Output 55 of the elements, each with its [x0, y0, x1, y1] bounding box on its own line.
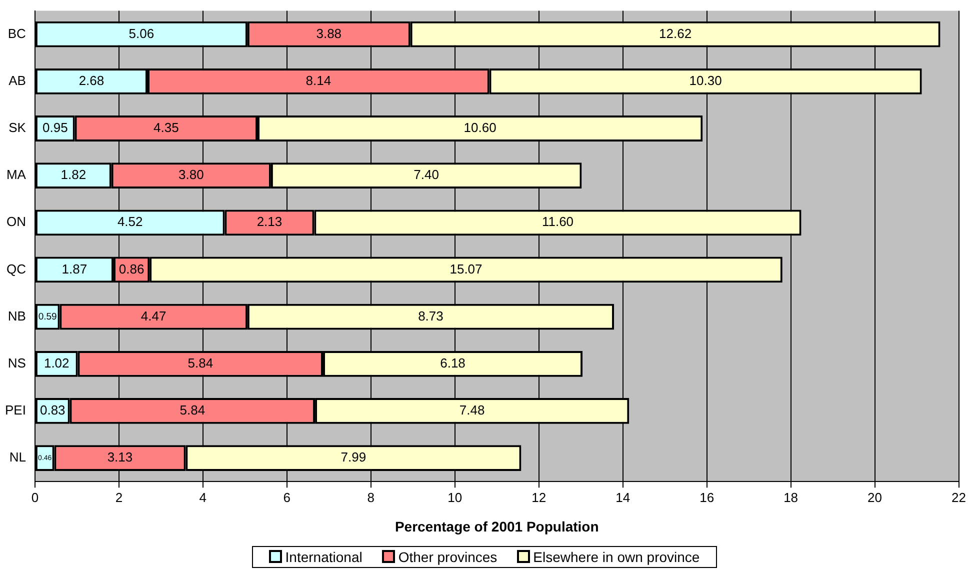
data-label: 5.06: [128, 26, 154, 41]
y-tick-label: PEI: [4, 402, 26, 418]
data-label: 1.87: [62, 261, 88, 276]
data-label: 6.18: [440, 355, 466, 370]
data-label: 0.86: [118, 261, 144, 276]
x-tick-label: 0: [31, 490, 39, 505]
data-label: 7.40: [414, 167, 439, 182]
data-label: 5.84: [180, 402, 206, 418]
data-label: 7.99: [340, 450, 366, 465]
data-label: 2.68: [78, 73, 104, 88]
data-label: 5.84: [188, 355, 214, 370]
data-label: 4.47: [140, 308, 166, 324]
y-tick-label: AB: [8, 73, 26, 88]
data-label: 11.60: [542, 214, 574, 230]
x-tick-label: 2: [115, 490, 123, 505]
y-tick-label: BC: [8, 26, 26, 41]
data-label: 7.48: [459, 402, 485, 418]
x-tick-label: 10: [448, 490, 462, 505]
x-tick-label: 12: [532, 490, 546, 505]
legend-label: Elsewhere in own province: [532, 549, 700, 565]
data-label: 0.95: [42, 120, 68, 136]
x-tick-label: 8: [367, 490, 375, 505]
x-tick-label: 6: [283, 490, 291, 505]
x-tick-label: 14: [616, 490, 630, 505]
y-tick-label: QC: [6, 261, 26, 276]
x-tick-label: 18: [784, 490, 798, 505]
data-label: 3.80: [178, 167, 204, 182]
data-label: 3.88: [316, 26, 342, 41]
data-label: 10.30: [689, 73, 722, 88]
data-label: 1.82: [60, 167, 86, 182]
y-tick-label: ON: [6, 214, 26, 230]
y-tick-label: MA: [6, 167, 26, 182]
legend-label: International: [284, 549, 362, 565]
data-label: 8.14: [306, 73, 332, 88]
x-axis-title: Percentage of 2001 Population: [394, 518, 599, 534]
y-tick-label: NL: [9, 450, 26, 465]
x-tick-label: 20: [868, 490, 882, 505]
data-label: 2.13: [256, 214, 282, 230]
legend-label: Other provinces: [397, 549, 498, 565]
data-label: 15.07: [450, 261, 482, 276]
data-label: 0.83: [40, 402, 66, 418]
data-label: 1.02: [44, 355, 70, 370]
data-label: 3.13: [107, 450, 133, 465]
data-label: 8.73: [418, 308, 444, 324]
data-label: 4.35: [154, 120, 179, 136]
data-label: 10.60: [464, 120, 496, 136]
data-label: 4.52: [117, 214, 143, 230]
x-tick-label: 4: [199, 490, 207, 505]
y-tick-label: NB: [8, 308, 26, 324]
data-label: 12.62: [659, 26, 692, 41]
y-tick-label: NS: [8, 355, 26, 370]
data-label: 0.59: [38, 311, 57, 322]
y-tick-label: SK: [8, 120, 26, 136]
x-tick-label: 16: [700, 490, 714, 505]
x-tick-label: 22: [952, 490, 966, 505]
